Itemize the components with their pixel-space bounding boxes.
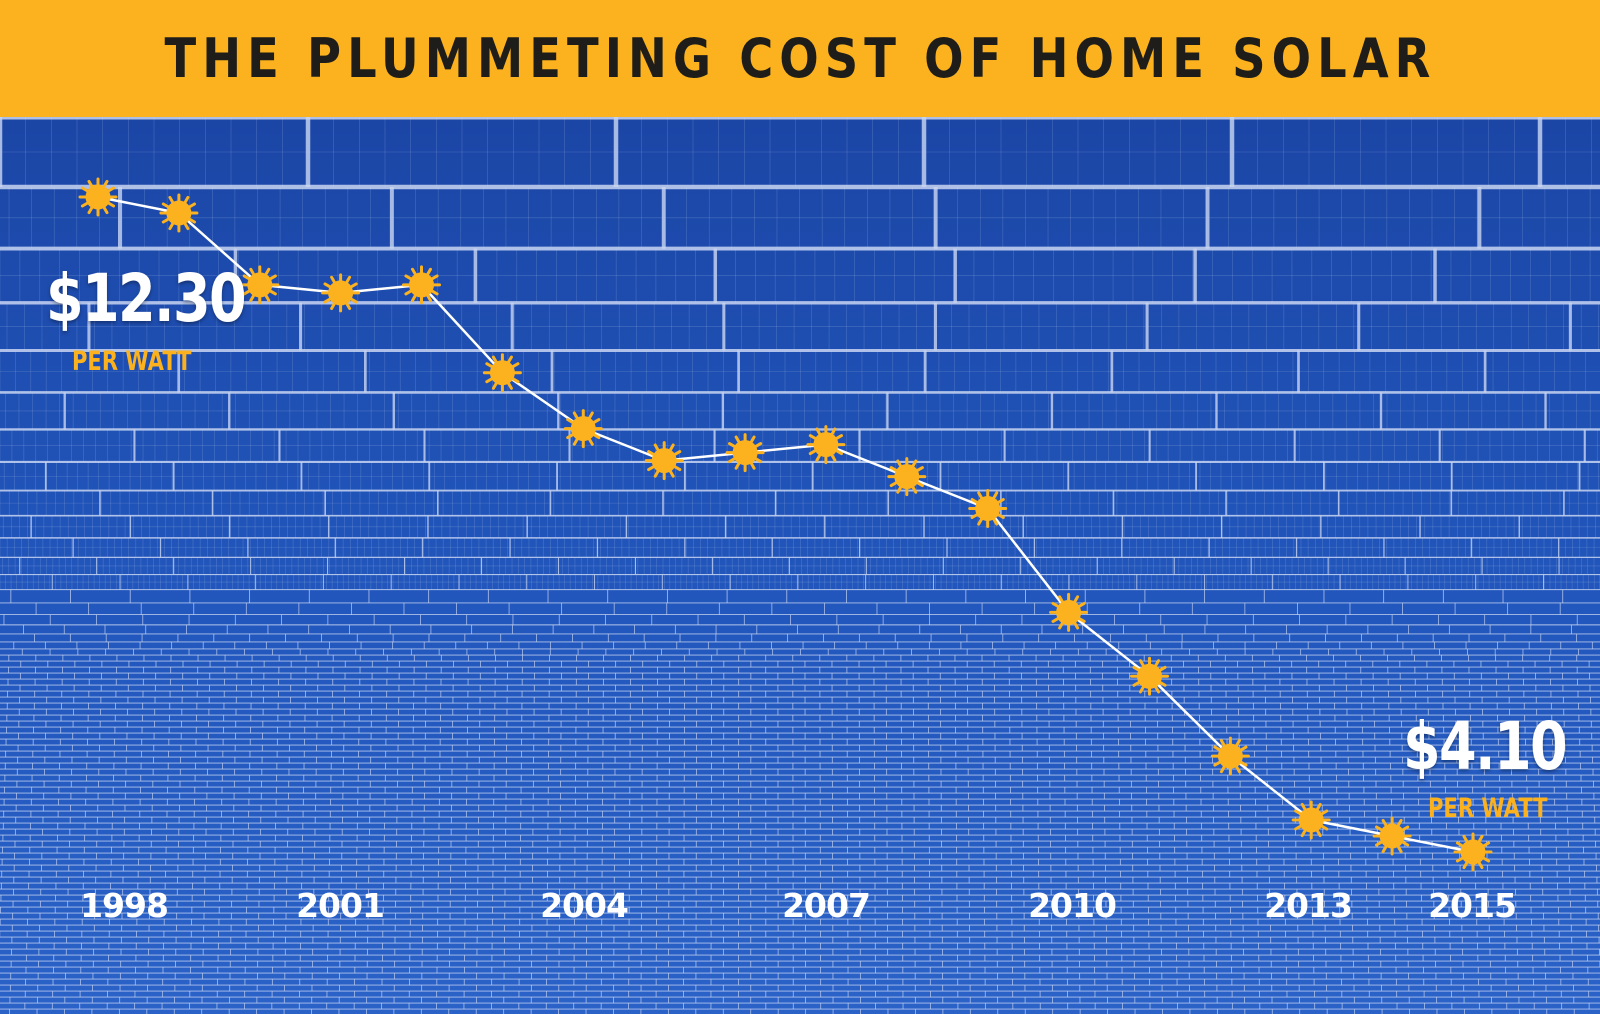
start-unit-label: PER WATT [72, 346, 192, 377]
sun-icon [563, 409, 603, 449]
sun-icon [1130, 656, 1169, 696]
sun-icon [78, 177, 118, 217]
sun-icon [887, 457, 927, 497]
sun-icon [402, 265, 441, 305]
sun-icon [1210, 736, 1250, 776]
title-banner: THE PLUMMETING COST OF HOME SOLAR [0, 0, 1600, 117]
sun-icon [1453, 832, 1493, 872]
sun-icon [159, 193, 199, 233]
x-tick-label: 2013 [1264, 886, 1352, 925]
end-unit-label: PER WATT [1428, 793, 1548, 824]
sun-icon [1291, 800, 1331, 840]
sun-icon [321, 273, 361, 313]
sun-icon [644, 441, 684, 481]
chart-title: THE PLUMMETING COST OF HOME SOLAR [164, 27, 1436, 90]
panel-backdrop [0, 117, 1600, 1014]
series-line [97, 195, 1474, 854]
end-price-label: $4.10 [1403, 708, 1568, 785]
start-price-label: $12.30 [46, 260, 247, 337]
solar-panel-background [0, 117, 1600, 1014]
x-tick-label: 2010 [1028, 886, 1116, 925]
sun-icon [1049, 592, 1089, 632]
x-tick-label: 2001 [296, 886, 384, 925]
sun-icon [1372, 816, 1412, 856]
x-tick-label: 2007 [782, 886, 870, 925]
x-tick-label: 2004 [540, 886, 628, 925]
panel-grid [0, 117, 1600, 1014]
sun-icon [240, 265, 280, 305]
sun-icon [806, 425, 846, 465]
x-tick-label: 1998 [80, 886, 168, 925]
sun-icon [968, 489, 1008, 528]
sun-icon [482, 353, 522, 393]
x-tick-label: 2015 [1428, 886, 1516, 925]
sun-icon [725, 433, 765, 473]
